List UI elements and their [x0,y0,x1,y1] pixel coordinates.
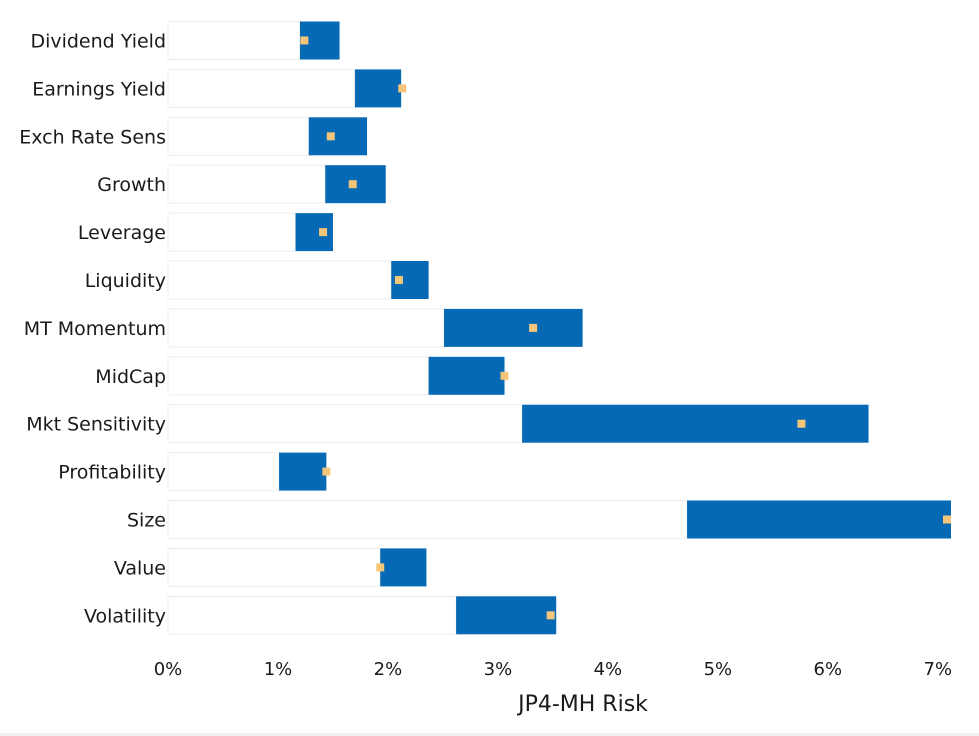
bottom-divider [0,733,979,736]
background-bar [167,260,392,300]
range-bar [295,213,333,252]
range-bar [522,404,869,443]
range-bar [279,452,327,491]
background-bar [167,356,430,396]
marker-point [943,515,951,524]
background-bar [167,21,301,60]
background-bar [167,68,356,108]
background-bar [167,500,688,539]
x-tick-label: 6% [814,659,843,680]
category-labels: Dividend Yield Earnings Yield Exch Rate Se… [19,31,166,628]
range-bar [444,308,583,347]
background-bar [167,164,326,204]
category-label: Liquidity [85,270,166,292]
range-bar [428,356,505,395]
range-bar [380,548,427,587]
marker-point [322,467,331,476]
x-tick-label: 7% [924,659,953,680]
range-bar [308,117,368,156]
marker-point [500,371,509,380]
x-tick-label: 0% [154,659,183,680]
range-bar [456,596,557,635]
marker-point [319,228,328,237]
x-axis-title: JP4-MH Risk [516,692,648,717]
range-bar [687,500,951,539]
category-label: Dividend Yield [30,31,166,53]
background-bar [167,452,280,492]
category-label: Leverage [78,222,166,244]
background-bar [167,595,457,635]
x-tick-labels: 0% 1% 2% 3% 4% 5% 6% 7% [154,659,952,680]
background-bar [167,212,297,252]
x-tick-label: 1% [264,659,293,680]
marker-point [394,276,403,284]
marker-point [326,132,335,141]
category-label: MidCap [95,366,166,388]
marker-point [398,84,407,93]
marker-point [348,180,357,189]
range-bar [354,69,402,108]
background-bar [167,404,523,444]
x-tick-label: 5% [704,659,733,680]
background-bar [167,116,310,156]
marker-point [797,419,806,428]
background-bar [167,308,445,348]
background-bar [167,547,381,587]
x-tick-label: 4% [594,659,623,680]
marker-point [376,563,385,572]
x-tick-label: 3% [484,659,513,680]
bar-group [167,21,951,635]
category-label: Exch Rate Sens [19,126,166,148]
category-label: Volatility [84,605,166,627]
marker-point [546,611,555,620]
category-label: Profitability [58,462,166,484]
marker-point [300,36,309,45]
category-label: Size [127,510,166,532]
category-label: Earnings Yield [32,78,166,100]
category-label: Value [114,557,166,579]
category-label: Mkt Sensitivity [26,414,166,436]
category-label: Growth [97,174,166,196]
category-label: MT Momentum [24,318,166,340]
x-tick-label: 2% [374,659,403,680]
marker-point [529,323,538,332]
